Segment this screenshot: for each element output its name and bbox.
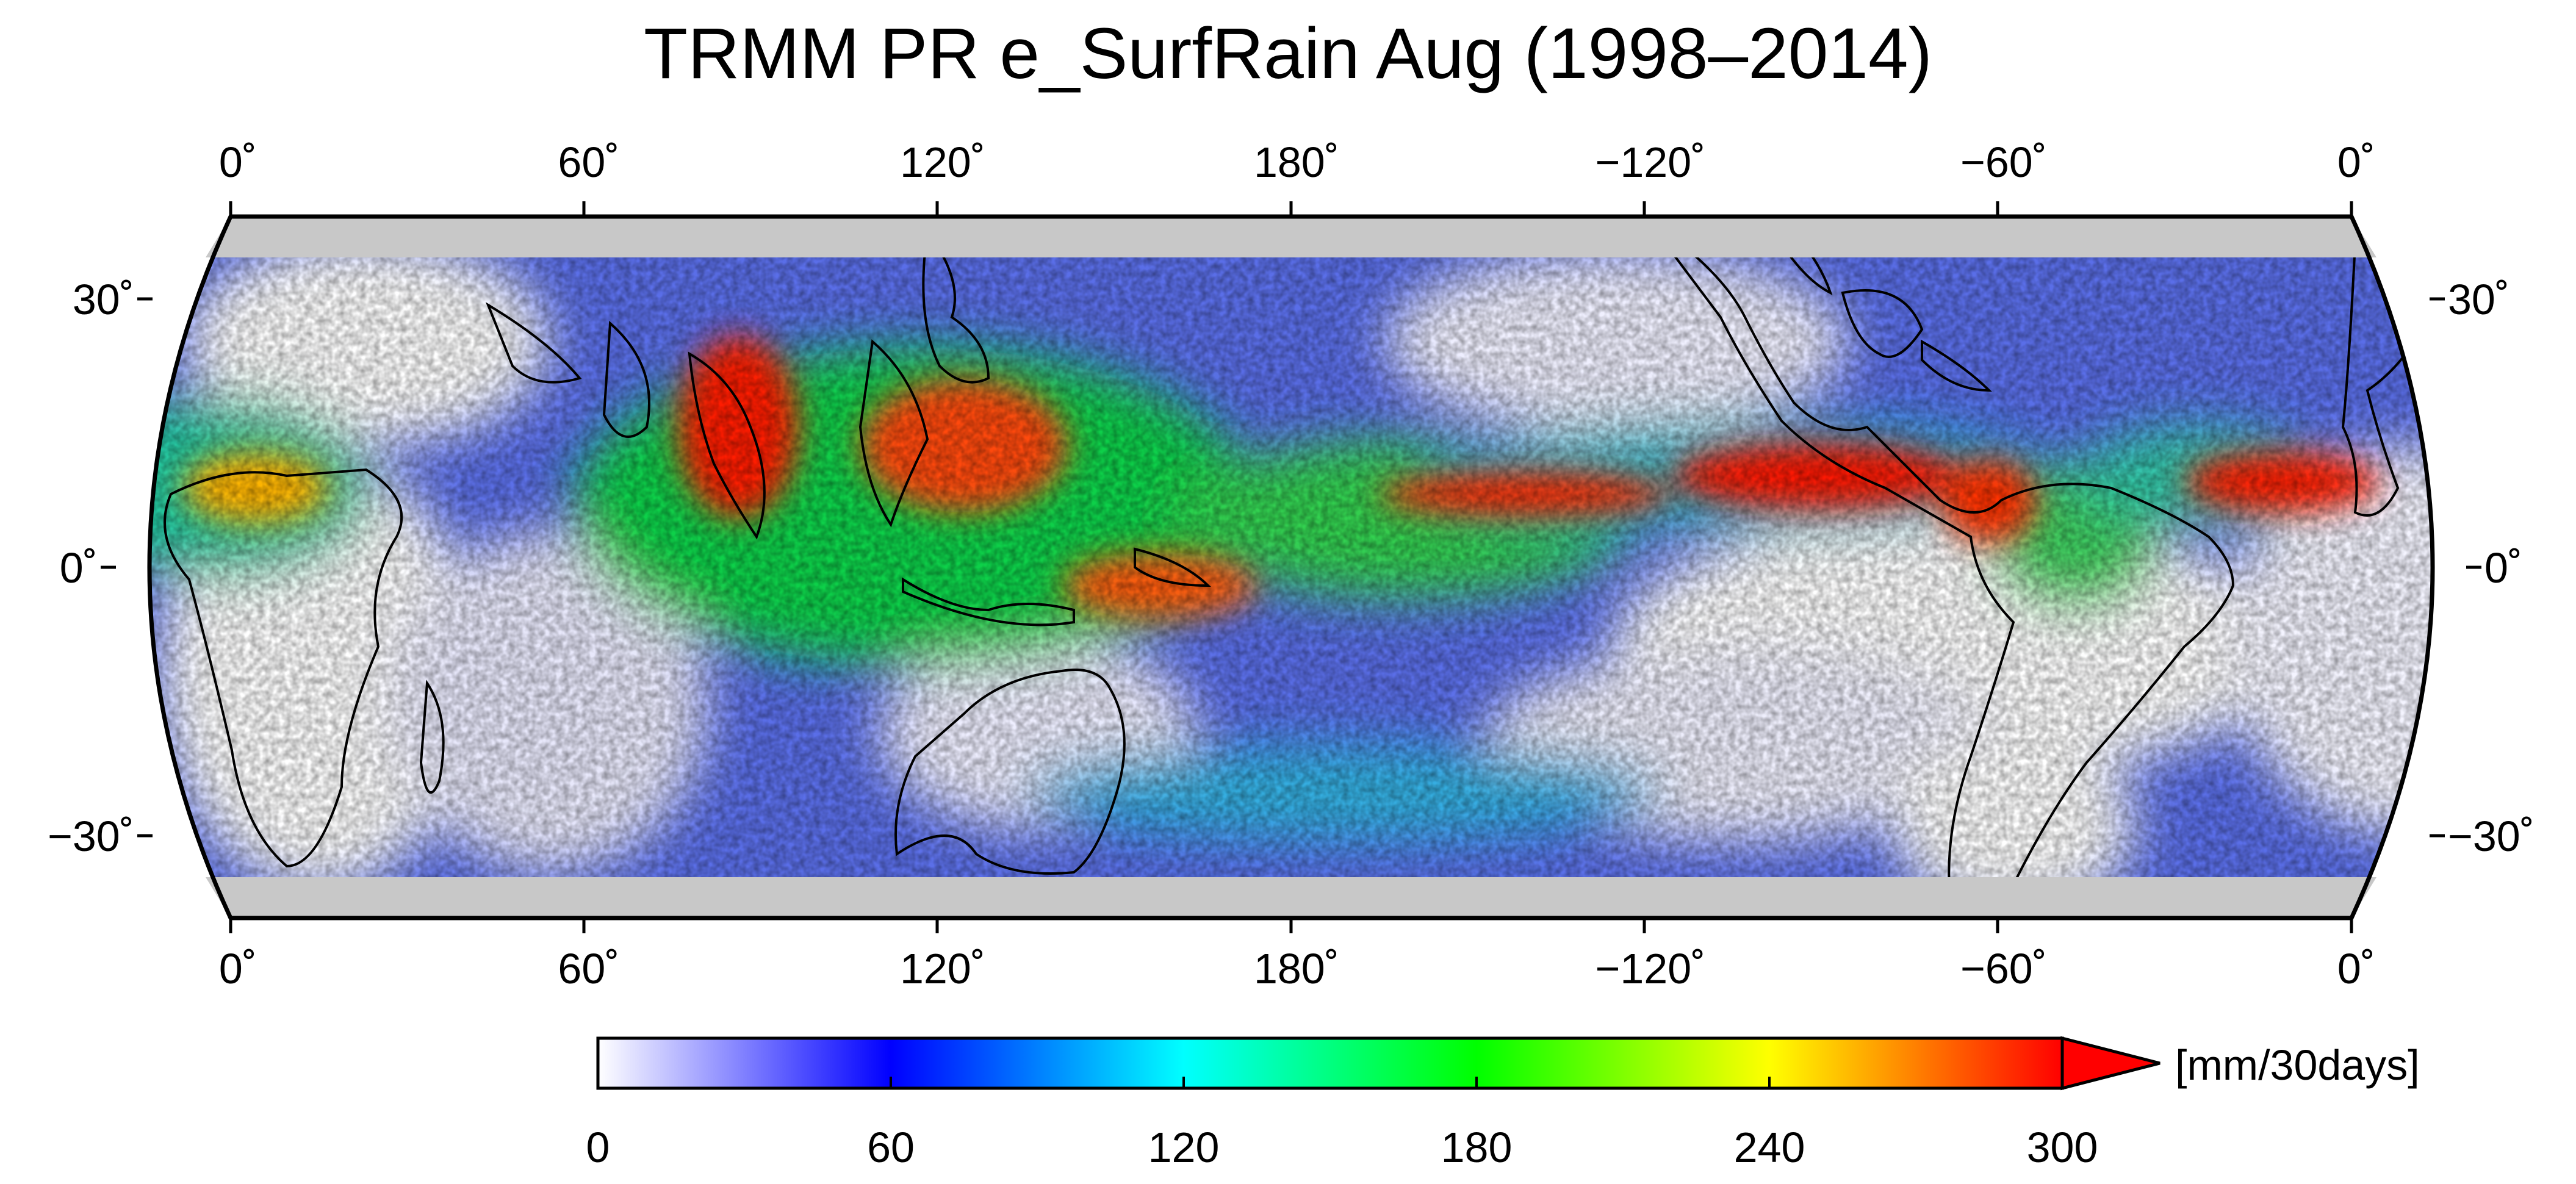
lon-label-top-60: 60˚ <box>558 138 619 186</box>
coastlines <box>164 217 2430 918</box>
latitude-tick-marks <box>101 297 2481 838</box>
lon-label-bottom-180: 180˚ <box>1254 945 1339 992</box>
lon-label-bottom-120: 120˚ <box>900 945 985 992</box>
lat-label-right-0: 0˚ <box>2484 544 2522 592</box>
colorbar-tick-240: 240 <box>1734 1124 1805 1171</box>
lon-label-top-180: 180˚ <box>1254 138 1339 186</box>
lon-label-top-minus60: −60˚ <box>1960 138 2047 186</box>
masked-bands <box>206 217 2376 918</box>
colorbar-tick-120: 120 <box>1148 1124 1220 1171</box>
lon-label-top-0-right: 0˚ <box>2337 138 2375 186</box>
lon-label-top-0: 0˚ <box>219 138 257 186</box>
colorbar-tick-labels: 0 60 120 180 240 300 <box>586 1124 2098 1171</box>
colorbar-tick-180: 180 <box>1441 1124 1513 1171</box>
lat-label-left-0: 0˚ <box>60 544 98 592</box>
colorbar-tick-marks <box>890 1077 1771 1088</box>
colorbar-tick-0: 0 <box>586 1124 610 1171</box>
lat-label-left-minus30: −30˚ <box>48 813 134 860</box>
latitude-labels-left: 30˚ 0˚ −30˚ <box>48 276 134 860</box>
longitude-labels-top: 0˚ 60˚ 120˚ 180˚ −120˚ −60˚ 0˚ <box>219 138 2375 186</box>
colorbar-gradient <box>596 1036 2064 1090</box>
south-masked-band <box>206 877 2376 918</box>
lat-label-right-minus30: −30˚ <box>2448 813 2535 860</box>
lon-label-top-120: 120˚ <box>900 138 985 186</box>
colorbar-unit-label: [mm/30days] <box>2175 1041 2420 1089</box>
longitude-labels-bottom: 0˚ 60˚ 120˚ 180˚ −120˚ −60˚ 0˚ <box>219 945 2375 992</box>
map-title: TRMM PR e_SurfRain Aug (1998–2014) <box>644 13 1932 94</box>
lon-label-bottom-60: 60˚ <box>558 945 619 992</box>
longitude-tick-marks <box>229 201 2353 933</box>
lat-label-right-30: 30˚ <box>2448 276 2509 323</box>
colorbar: 0 60 120 180 240 300 [mm/30days] <box>586 1036 2420 1171</box>
latitude-labels-right: 30˚ 0˚ −30˚ <box>2448 276 2535 860</box>
lon-label-bottom-0: 0˚ <box>219 945 257 992</box>
map-area <box>149 217 2433 918</box>
lon-label-bottom-0-right: 0˚ <box>2337 945 2375 992</box>
speckle-texture <box>149 217 2433 918</box>
lon-label-bottom-minus120: −120˚ <box>1596 945 1706 992</box>
lon-label-bottom-minus60: −60˚ <box>1960 945 2047 992</box>
colorbar-tick-60: 60 <box>867 1124 915 1171</box>
colorbar-extend-arrow <box>2060 1036 2160 1091</box>
lon-label-top-minus120: −120˚ <box>1596 138 1706 186</box>
colorbar-tick-300: 300 <box>2027 1124 2098 1171</box>
north-masked-band <box>206 217 2376 257</box>
lat-label-left-30: 30˚ <box>73 276 134 323</box>
